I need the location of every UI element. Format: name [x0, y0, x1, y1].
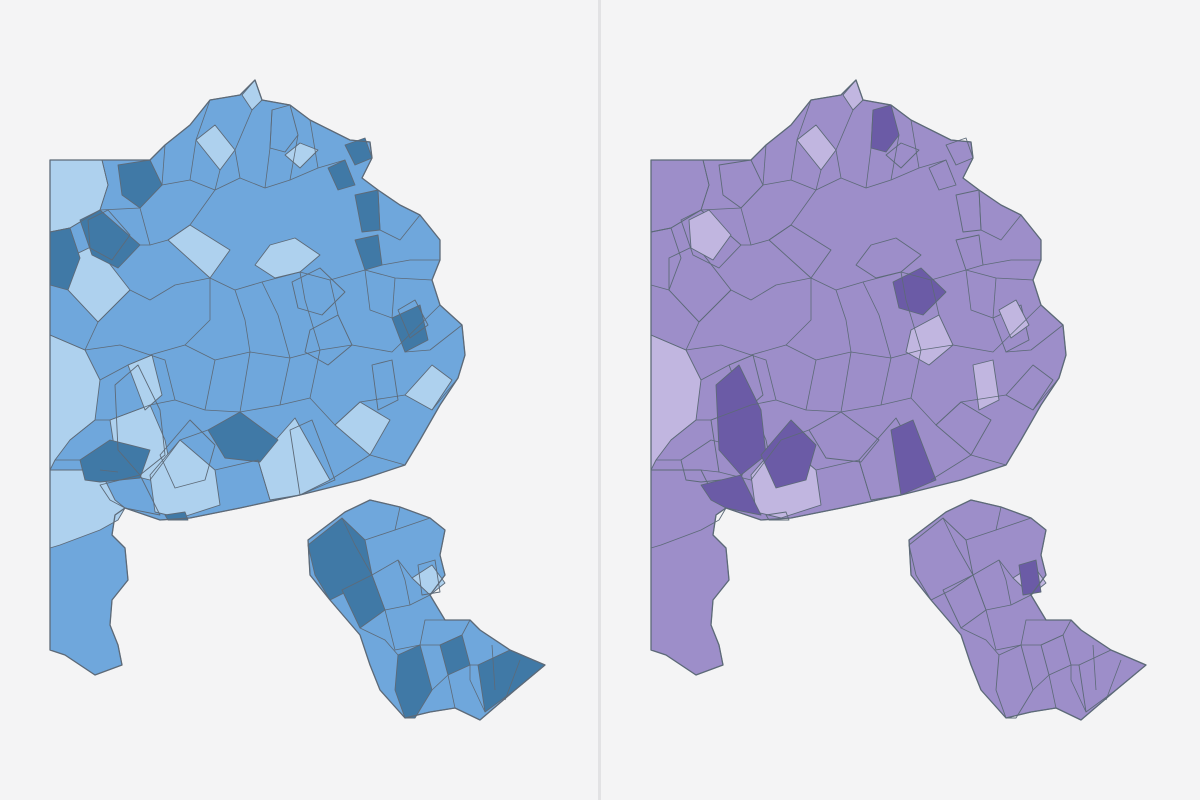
district-south-dark-p [159, 419, 216, 489]
district-capital-dark-b [928, 159, 957, 191]
purple-choropleth-svg [650, 79, 1147, 721]
district-south-dark-p3 [289, 419, 336, 496]
district-east-light-a [397, 299, 429, 339]
district-northwest-light [688, 209, 732, 261]
province-outline [49, 79, 546, 721]
district-southwest-dark-p2 [700, 474, 762, 516]
district-east-light-b [371, 359, 399, 411]
district-north-c [885, 142, 920, 169]
district-central-light [905, 314, 954, 366]
province-outline [650, 79, 1147, 721]
district-central-b [855, 237, 922, 279]
blue-choropleth-svg [49, 79, 546, 721]
district-boundaries [650, 99, 1122, 713]
district-central-dark-p [291, 267, 346, 316]
district-island-dark-a [908, 517, 974, 601]
district-south-dark-a [808, 411, 880, 463]
district-southwest-dark-p2 [99, 474, 161, 516]
district-capital-dark-b [327, 159, 356, 191]
district-northwest-light [87, 209, 131, 261]
district-south-dark-p3 [890, 419, 937, 496]
district-south-dark-p [760, 419, 817, 489]
district-island-dark-p [417, 559, 441, 596]
district-south-dark-b [765, 511, 790, 521]
district-central-light [304, 314, 353, 366]
province-regions [650, 79, 1147, 721]
province-regions [49, 79, 546, 721]
district-island-dark-p [1018, 559, 1042, 596]
district-boundaries [49, 99, 521, 713]
map-panel-purple [601, 0, 1200, 800]
district-southwest-dark-p [114, 364, 166, 476]
district-east-coast [404, 364, 453, 411]
district-east-coast [1005, 364, 1054, 411]
district-south-dark-a [207, 411, 279, 463]
district-east-light-a [998, 299, 1030, 339]
panel-divider [598, 0, 601, 800]
district-central-b [254, 237, 321, 279]
district-southwest-a [650, 469, 727, 549]
district-southwest-dark [79, 439, 151, 483]
map-panel-blue [49, 79, 546, 721]
